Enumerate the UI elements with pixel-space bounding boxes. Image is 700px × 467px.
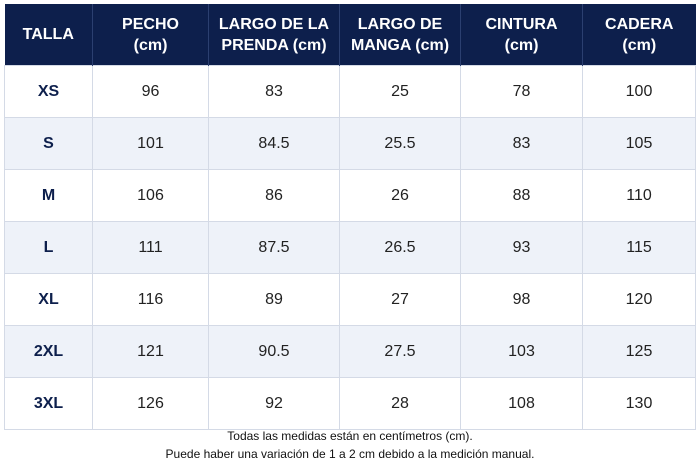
table-row: 2XL 121 90.5 27.5 103 125 xyxy=(4,325,696,378)
cell-cintura: 103 xyxy=(460,325,583,378)
cell-largo-manga: 25 xyxy=(339,65,461,118)
table-row: 3XL 126 92 28 108 130 xyxy=(4,377,696,430)
size-label: M xyxy=(4,169,93,222)
cell-pecho: 126 xyxy=(92,377,209,430)
cell-largo-prenda: 87.5 xyxy=(208,221,340,274)
cell-cadera: 105 xyxy=(582,117,696,170)
header-largo-prenda: LARGO DE LA PRENDA (cm) xyxy=(208,4,340,66)
header-cadera: CADERA (cm) xyxy=(582,4,696,66)
cell-largo-manga: 26.5 xyxy=(339,221,461,274)
cell-largo-manga: 28 xyxy=(339,377,461,430)
size-label: 2XL xyxy=(4,325,93,378)
cell-cadera: 110 xyxy=(582,169,696,222)
cell-largo-manga: 27 xyxy=(339,273,461,326)
cell-largo-prenda: 92 xyxy=(208,377,340,430)
size-label: L xyxy=(4,221,93,274)
size-label: S xyxy=(4,117,93,170)
size-label: 3XL xyxy=(4,377,93,430)
cell-cintura: 83 xyxy=(460,117,583,170)
table-row: XS 96 83 25 78 100 xyxy=(4,65,696,118)
footnote: Todas las medidas están en centímetros (… xyxy=(0,427,700,463)
size-table: TALLA PECHO (cm) LARGO DE LA PRENDA (cm) L… xyxy=(4,4,696,430)
cell-cadera: 115 xyxy=(582,221,696,274)
cell-largo-prenda: 84.5 xyxy=(208,117,340,170)
header-talla: TALLA xyxy=(4,4,93,66)
cell-pecho: 116 xyxy=(92,273,209,326)
cell-pecho: 111 xyxy=(92,221,209,274)
cell-largo-manga: 27.5 xyxy=(339,325,461,378)
header-largo-manga: LARGO DE MANGA (cm) xyxy=(339,4,461,66)
cell-cintura: 108 xyxy=(460,377,583,430)
cell-cintura: 93 xyxy=(460,221,583,274)
header-row: TALLA PECHO (cm) LARGO DE LA PRENDA (cm) L… xyxy=(4,4,696,66)
table-row: XL 116 89 27 98 120 xyxy=(4,273,696,326)
table-row: M 106 86 26 88 110 xyxy=(4,169,696,222)
header-pecho: PECHO (cm) xyxy=(92,4,209,66)
cell-largo-prenda: 86 xyxy=(208,169,340,222)
cell-largo-prenda: 90.5 xyxy=(208,325,340,378)
size-label: XS xyxy=(4,65,93,118)
cell-cintura: 88 xyxy=(460,169,583,222)
cell-cadera: 130 xyxy=(582,377,696,430)
size-label: XL xyxy=(4,273,93,326)
cell-largo-prenda: 83 xyxy=(208,65,340,118)
cell-largo-prenda: 89 xyxy=(208,273,340,326)
cell-cintura: 78 xyxy=(460,65,583,118)
cell-cadera: 125 xyxy=(582,325,696,378)
cell-pecho: 106 xyxy=(92,169,209,222)
cell-cintura: 98 xyxy=(460,273,583,326)
table-row: L 111 87.5 26.5 93 115 xyxy=(4,221,696,274)
cell-pecho: 96 xyxy=(92,65,209,118)
footnote-line-1: Todas las medidas están en centímetros (… xyxy=(227,429,473,443)
table-row: S 101 84.5 25.5 83 105 xyxy=(4,117,696,170)
cell-largo-manga: 26 xyxy=(339,169,461,222)
cell-pecho: 101 xyxy=(92,117,209,170)
header-cintura: CINTURA (cm) xyxy=(460,4,583,66)
size-chart: TALLA PECHO (cm) LARGO DE LA PRENDA (cm) L… xyxy=(4,4,696,430)
cell-cadera: 100 xyxy=(582,65,696,118)
cell-pecho: 121 xyxy=(92,325,209,378)
cell-largo-manga: 25.5 xyxy=(339,117,461,170)
cell-cadera: 120 xyxy=(582,273,696,326)
footnote-line-2: Puede haber una variación de 1 a 2 cm de… xyxy=(165,447,535,461)
